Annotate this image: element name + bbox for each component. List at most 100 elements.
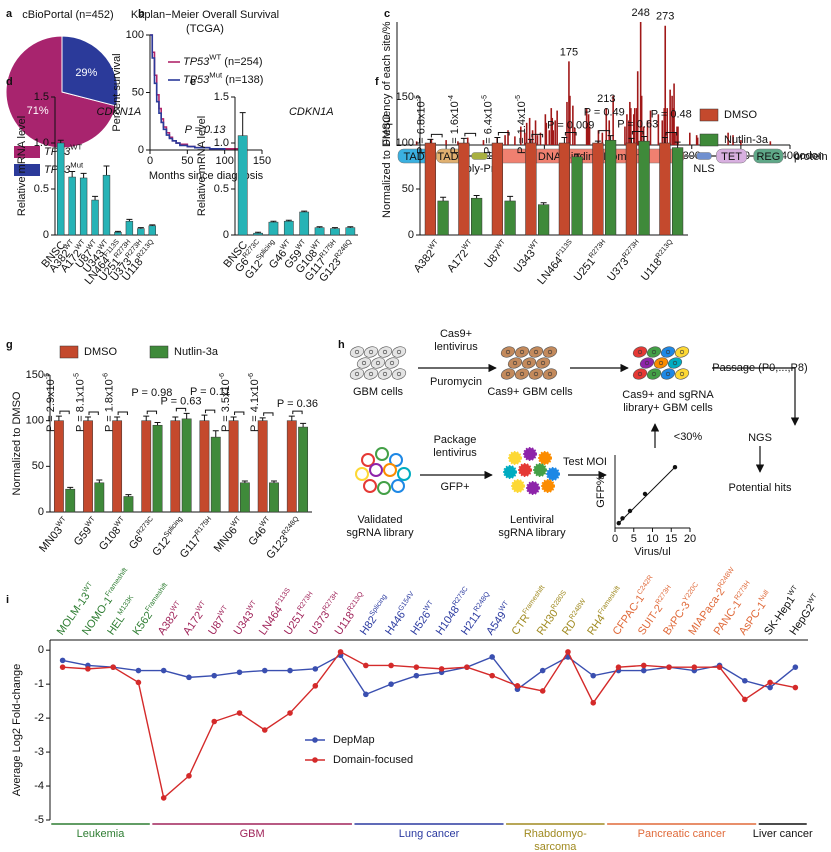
x-tick-label: 5 — [631, 533, 637, 545]
cas9-cell-nucleus — [547, 371, 553, 377]
series-marker — [590, 700, 597, 706]
diagram-label: Test MOI — [563, 456, 607, 468]
p-value-part: -4 — [448, 95, 455, 101]
gbm-cell — [391, 368, 407, 380]
library-cell — [646, 368, 662, 380]
p-value-part: P = 2.9x10 — [45, 379, 57, 432]
error-bar — [137, 227, 144, 229]
bar — [345, 227, 356, 236]
bar — [68, 176, 76, 236]
bracket — [234, 411, 245, 416]
bar — [625, 142, 638, 236]
legend-label: Domain-focused — [333, 754, 413, 766]
error-bar — [661, 136, 668, 143]
sgrna-plasmid — [369, 463, 383, 477]
arrow — [712, 367, 800, 426]
x-tick-label: 150 — [253, 155, 271, 167]
bar — [298, 426, 309, 513]
x-tick-label-part: G46 — [246, 524, 269, 548]
library-cell-nucleus — [665, 349, 671, 355]
cas9-cell — [542, 346, 558, 358]
y-axis-label: GFP% — [595, 475, 607, 508]
x-tick-label: A382WT — [411, 238, 445, 275]
x-axis-label: Virus/ul — [634, 546, 670, 558]
cas9-cell-nucleus — [547, 349, 553, 355]
library-cell — [639, 357, 655, 369]
panel-letter: a — [6, 8, 13, 20]
error-bar — [270, 480, 277, 483]
library-cell — [667, 357, 683, 369]
x-tick-label: U118R213Q — [638, 238, 679, 283]
error-bar — [239, 112, 246, 136]
bracket — [117, 411, 128, 416]
cas9-cell-nucleus — [512, 360, 518, 366]
x-tick-label-part: U343 — [512, 247, 538, 275]
gbm-cell — [384, 357, 400, 369]
bar — [269, 482, 279, 513]
p-value: P = 6.8x10-5 — [414, 95, 427, 154]
diagram-label: lentivirus — [433, 447, 477, 459]
series-marker — [388, 681, 394, 687]
bar — [299, 211, 310, 236]
x-tick-label-part: G6 — [127, 533, 146, 552]
x-tick-label: 100 — [215, 155, 233, 167]
legend-label-part: WT — [209, 53, 221, 62]
cas9-cell-nucleus — [526, 360, 532, 366]
error-bar — [241, 480, 248, 483]
x-tick-label-part: K562 — [130, 609, 155, 637]
diagram-label: Validated — [357, 514, 402, 526]
x-tick-label-part: WT — [498, 599, 510, 613]
library-cell-nucleus — [679, 349, 685, 355]
legend-label-part: Mut — [70, 161, 84, 170]
series-marker — [514, 683, 521, 689]
p-value: P = 4.1x10-6 — [248, 373, 261, 432]
group-label: Rhabdomyo- — [524, 828, 587, 840]
cas9-cell — [514, 368, 530, 380]
y-tick-label: 1.5 — [214, 91, 229, 103]
error-bar — [527, 138, 534, 143]
y-tick-label: 100 — [26, 415, 44, 427]
x-tick-label-part: WT — [423, 599, 435, 613]
error-bar — [427, 138, 434, 143]
legend-label: TP53WT (n=254) — [183, 53, 263, 68]
library-cell — [674, 346, 690, 358]
gbm-cell-nucleus — [375, 360, 381, 366]
error-bar — [494, 136, 501, 143]
series-marker — [640, 662, 647, 669]
series-marker — [287, 710, 293, 716]
gbm-cell — [363, 368, 379, 380]
series-marker — [261, 727, 268, 733]
error-bar — [55, 415, 62, 421]
error-bar — [440, 196, 447, 201]
error-bar — [561, 136, 568, 143]
series-marker — [160, 667, 167, 674]
y-tick-label: 100 — [126, 29, 144, 41]
error-bar — [473, 194, 480, 199]
point — [620, 516, 625, 521]
cas9-cell — [528, 368, 544, 380]
bracket — [464, 132, 477, 137]
bar — [672, 147, 684, 236]
x-tick-label-part: U373 — [605, 256, 631, 284]
x-tick-label-part: Y220C — [682, 581, 700, 603]
error-bar — [114, 416, 121, 421]
sgrna-plasmid — [363, 479, 377, 493]
x-tick-label-part: G117 — [178, 533, 204, 561]
gbm-cell — [363, 346, 379, 358]
site-label: 175 — [560, 46, 578, 58]
bar — [330, 228, 340, 236]
series-marker — [489, 672, 495, 679]
library-cell — [646, 346, 662, 358]
y-tick-label: 50 — [32, 460, 44, 472]
bar — [424, 142, 436, 236]
legend-label: Nutlin-3a — [174, 346, 219, 358]
error-bar — [230, 416, 237, 421]
panel-letter: g — [6, 339, 13, 351]
bar — [558, 142, 571, 236]
error-bar — [183, 412, 190, 419]
x-tick-label-part: WT — [195, 599, 207, 613]
bracket — [292, 410, 303, 415]
bar — [239, 482, 250, 513]
panel-letter: b — [138, 8, 145, 20]
panel-letter: i — [6, 594, 9, 606]
